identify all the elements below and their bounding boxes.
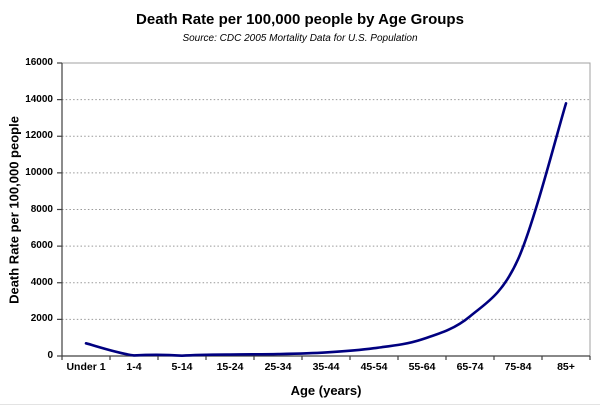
x-tick-label: 65-74	[456, 361, 484, 373]
x-tick-label: 45-54	[360, 361, 388, 373]
x-tick-label: Under 1	[66, 361, 106, 373]
y-tick-label: 16000	[25, 57, 53, 68]
x-tick-label: 5-14	[171, 361, 193, 373]
bottom-divider	[0, 404, 600, 405]
x-tick-label: 75-84	[504, 361, 532, 373]
y-tick-label: 0	[47, 350, 53, 361]
y-tick-label: 12000	[25, 130, 53, 142]
y-tick-label: 4000	[30, 276, 53, 288]
x-tick-label: 25-34	[264, 361, 292, 373]
x-tick-label: 35-44	[312, 361, 340, 373]
x-axis-title: Age (years)	[290, 383, 362, 398]
x-tick-label: 1-4	[126, 361, 142, 373]
chart-title: Death Rate per 100,000 people by Age Gro…	[136, 11, 464, 28]
x-tick-label: 15-24	[216, 361, 244, 373]
y-tick-label: 2000	[30, 313, 53, 325]
x-tick-label: 85+	[557, 361, 575, 373]
death-rate-line	[84, 102, 568, 358]
x-tick-label: 55-64	[408, 361, 436, 373]
y-tick-label: 8000	[30, 203, 53, 215]
chart-subtitle: Source: CDC 2005 Mortality Data for U.S.…	[182, 33, 418, 44]
y-tick-label: 14000	[25, 93, 53, 105]
y-tick-label: 10000	[25, 166, 53, 178]
y-tick-label: 6000	[30, 240, 53, 252]
